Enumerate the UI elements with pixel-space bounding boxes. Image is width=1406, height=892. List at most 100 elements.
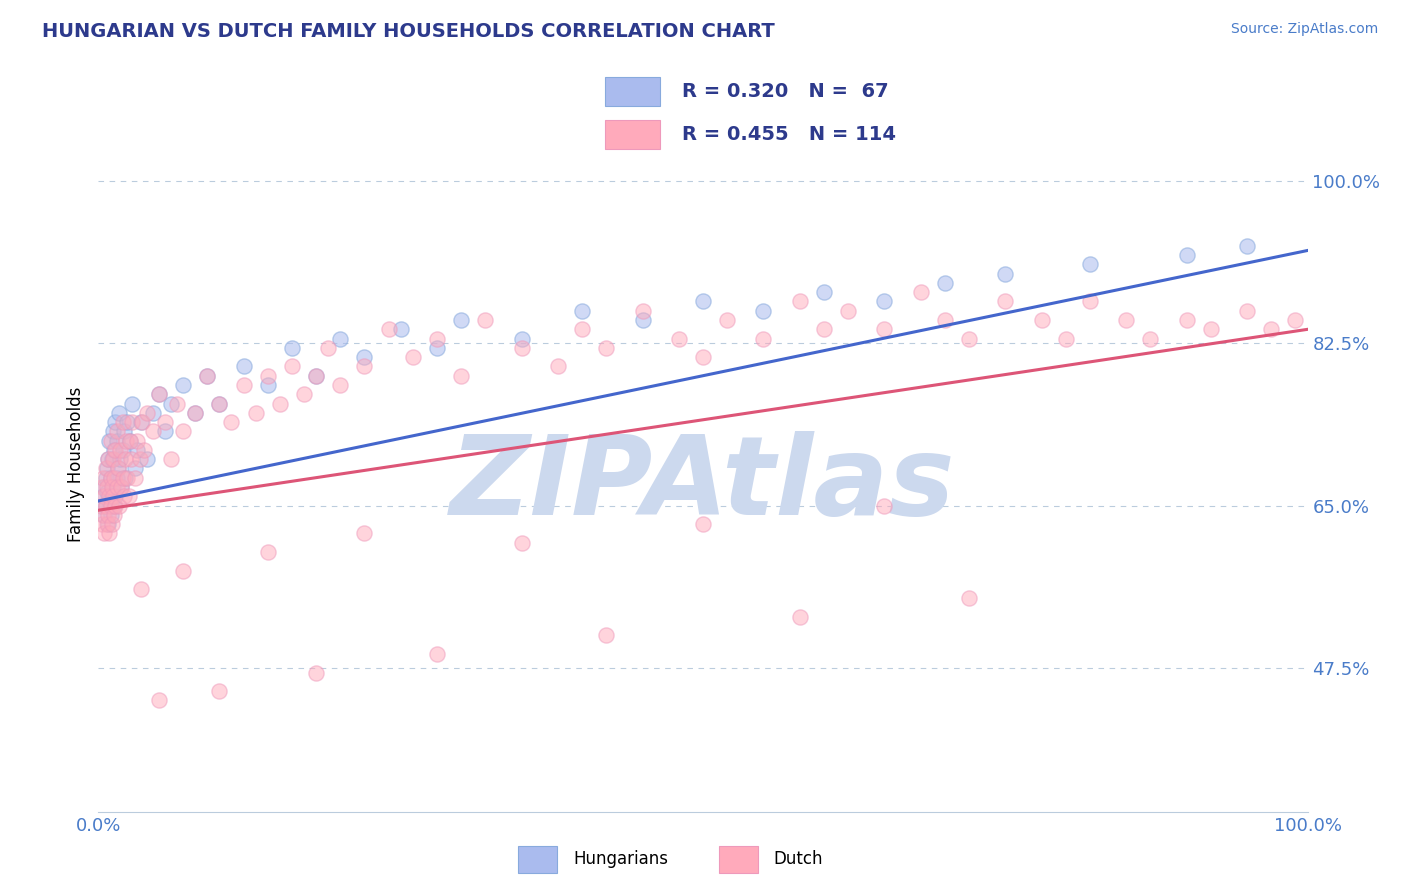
Point xyxy=(426,647,449,661)
Point xyxy=(104,442,127,457)
FancyBboxPatch shape xyxy=(517,847,557,873)
Point xyxy=(103,442,125,457)
Text: Hungarians: Hungarians xyxy=(574,849,668,868)
Point xyxy=(305,665,328,680)
Point xyxy=(114,452,136,467)
Point xyxy=(873,499,896,513)
Point xyxy=(305,368,328,383)
Point xyxy=(117,415,139,429)
Point xyxy=(813,285,835,300)
Point xyxy=(135,452,157,467)
Point xyxy=(142,406,165,420)
FancyBboxPatch shape xyxy=(718,847,758,873)
Point xyxy=(148,387,170,401)
Point xyxy=(377,322,399,336)
Point xyxy=(789,610,811,624)
Point xyxy=(91,489,114,503)
Point xyxy=(873,294,896,309)
Point xyxy=(571,303,593,318)
Point xyxy=(957,591,980,606)
Point xyxy=(232,378,254,392)
Point xyxy=(100,471,122,485)
Point xyxy=(184,406,207,420)
Point xyxy=(97,452,120,467)
Point xyxy=(97,508,120,522)
Point xyxy=(97,517,120,532)
Point xyxy=(208,396,231,410)
Point xyxy=(873,322,896,336)
Point xyxy=(101,489,124,503)
Point xyxy=(118,434,141,448)
Point xyxy=(692,294,714,309)
Point xyxy=(98,494,121,508)
Point xyxy=(96,484,118,499)
Point xyxy=(148,693,170,707)
Point xyxy=(128,452,150,467)
Point xyxy=(104,415,127,429)
Point xyxy=(107,461,129,475)
Point xyxy=(208,684,231,698)
Point xyxy=(1175,248,1198,262)
Point xyxy=(127,434,149,448)
Point xyxy=(111,471,134,485)
Point xyxy=(1078,257,1101,271)
FancyBboxPatch shape xyxy=(605,120,659,149)
Point xyxy=(104,489,127,503)
Point xyxy=(124,471,146,485)
Point xyxy=(1031,313,1053,327)
Point xyxy=(101,480,124,494)
Point xyxy=(389,322,412,336)
Point xyxy=(91,517,114,532)
Point xyxy=(94,461,117,475)
Point xyxy=(353,359,375,374)
Point xyxy=(450,313,472,327)
Point xyxy=(91,471,114,485)
Point xyxy=(110,480,132,494)
Point xyxy=(1260,322,1282,336)
Point xyxy=(195,368,218,383)
Point xyxy=(93,526,115,541)
Point xyxy=(245,406,267,420)
Point xyxy=(160,452,183,467)
Text: R = 0.320   N =  67: R = 0.320 N = 67 xyxy=(682,82,889,101)
Point xyxy=(305,368,328,383)
Point xyxy=(118,434,141,448)
Point xyxy=(329,378,352,392)
Point xyxy=(474,313,496,327)
Point xyxy=(752,303,775,318)
Point xyxy=(595,341,617,355)
Point xyxy=(105,425,128,439)
Point xyxy=(108,442,131,457)
Point xyxy=(110,480,132,494)
Point xyxy=(91,499,114,513)
Point xyxy=(94,499,117,513)
Point xyxy=(148,387,170,401)
Point xyxy=(91,508,114,522)
FancyBboxPatch shape xyxy=(605,77,659,105)
Point xyxy=(112,489,135,503)
Point xyxy=(1175,313,1198,327)
Point xyxy=(121,396,143,410)
Point xyxy=(111,415,134,429)
Point xyxy=(571,322,593,336)
Point xyxy=(105,480,128,494)
Point xyxy=(101,425,124,439)
Point xyxy=(100,489,122,503)
Point xyxy=(100,471,122,485)
Point xyxy=(93,489,115,503)
Point xyxy=(160,396,183,410)
Point xyxy=(752,332,775,346)
Point xyxy=(96,461,118,475)
Point xyxy=(1284,313,1306,327)
Point xyxy=(105,471,128,485)
Point xyxy=(957,332,980,346)
Point xyxy=(692,517,714,532)
Point xyxy=(789,294,811,309)
Point xyxy=(108,452,131,467)
Text: R = 0.455   N = 114: R = 0.455 N = 114 xyxy=(682,125,896,144)
Point xyxy=(256,545,278,559)
Point xyxy=(1236,239,1258,253)
Point xyxy=(93,480,115,494)
Point xyxy=(269,396,291,410)
Point xyxy=(692,350,714,364)
